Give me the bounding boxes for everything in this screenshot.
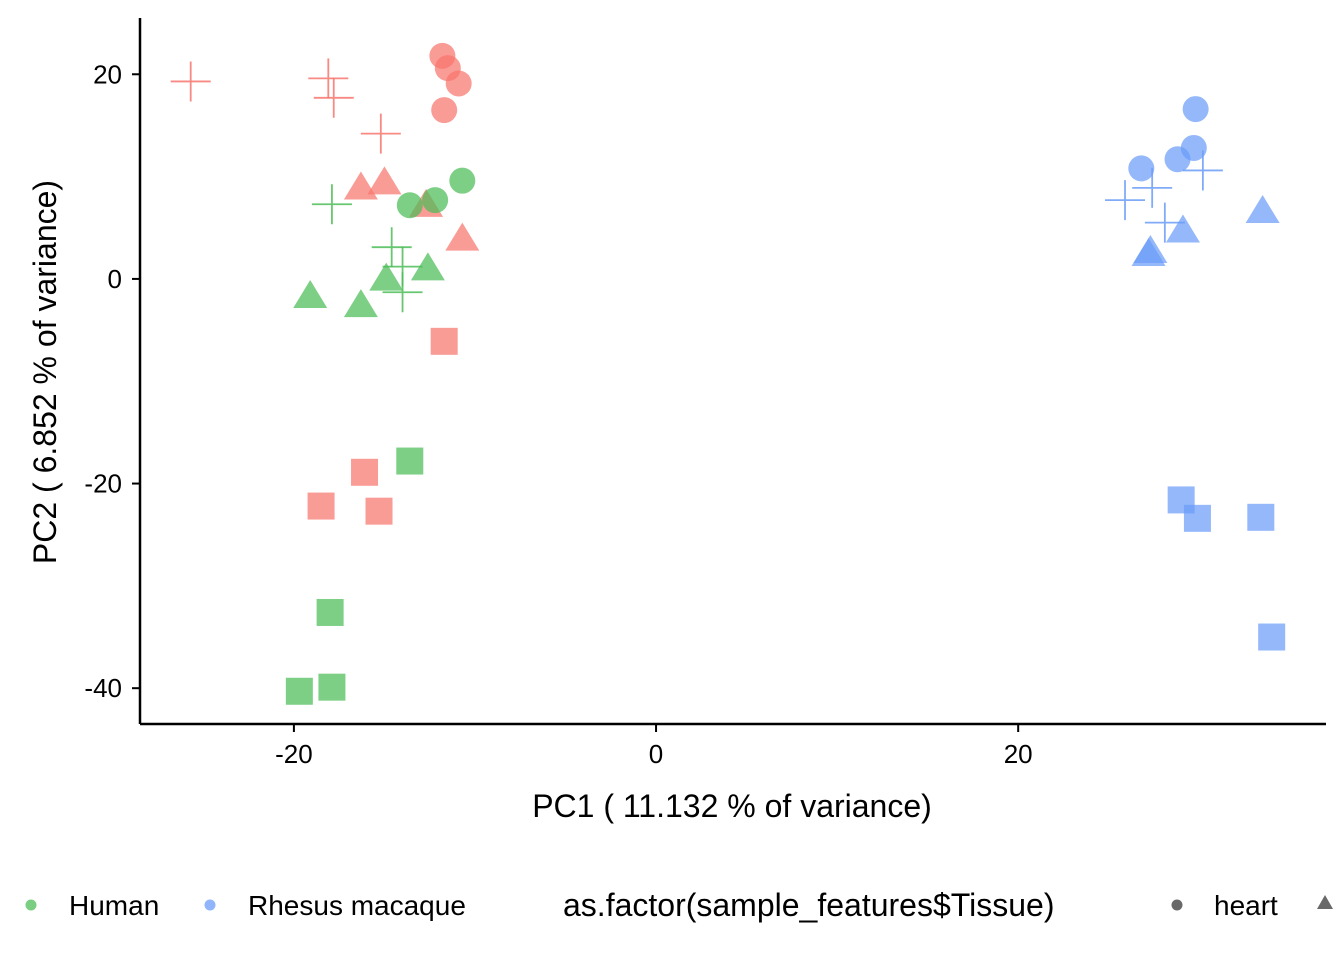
point-triangle [343,171,378,200]
point-square [396,447,424,475]
point-circle [422,187,449,214]
point-triangle [410,252,445,281]
y-tick-label: -20 [84,469,122,499]
point-square [1247,503,1275,531]
point-circle [1182,96,1209,123]
point-triangle [1165,214,1200,243]
series-human [285,167,476,705]
legend-label-human: Human [69,890,159,921]
legend-key-triangle [1317,895,1333,909]
point-circle [396,192,423,219]
point-triangle [293,279,328,308]
y-tick-label: -40 [84,673,122,703]
legend-label-rhesus-macaque: Rhesus macaque [248,890,466,921]
point-plus [1132,167,1173,208]
point-plus [1182,150,1223,191]
legend-key-heart [1171,899,1183,911]
point-triangle [343,289,378,318]
point-triangle [1245,195,1280,224]
legend-shape-title: as.factor(sample_features$Tissue) [563,887,1054,923]
point-triangle [369,262,404,291]
x-axis-title: PC1 ( 11.132 % of variance) [532,788,932,824]
point-plus [308,58,349,99]
y-tick-label: 0 [108,264,122,294]
point-square [316,598,344,626]
point-triangle [445,222,480,251]
x-tick-label: -20 [275,739,313,769]
point-plus [382,272,423,313]
legend-label-heart: heart [1214,890,1278,921]
point-circle [431,97,458,124]
series-red-group [170,42,480,525]
point-square [430,327,458,355]
y-axis-ticks: -40 -20 0 20 [84,59,140,703]
y-axis-title: PC2 ( 6.852 % of variance) [27,180,63,564]
point-square [318,673,346,701]
point-circle [1128,155,1155,182]
point-circle [445,70,472,97]
point-square [351,458,379,486]
point-square [365,497,393,525]
point-circle [449,167,476,194]
point-plus [360,113,401,154]
point-plus [311,184,352,225]
series-rhesus-macaque [1105,96,1286,651]
points-layer [170,42,1286,705]
legend-key-human [25,899,37,911]
point-plus [1105,180,1146,221]
x-axis-ticks: -20 0 20 [275,724,1033,769]
point-circle [1164,146,1191,173]
point-plus [313,77,354,118]
point-plus [170,61,211,102]
point-square [1258,623,1286,651]
point-plus [371,227,412,268]
point-triangle [367,166,402,195]
x-tick-label: 20 [1004,739,1033,769]
point-square [285,677,313,705]
point-square [307,492,335,520]
point-triangle [1131,238,1166,267]
legend-key-rhesus-macaque [204,899,216,911]
point-square [1183,504,1211,532]
y-tick-label: 20 [93,59,122,89]
x-tick-label: 0 [649,739,663,769]
legend: Human Rhesus macaque as.factor(sample_fe… [25,887,1333,923]
